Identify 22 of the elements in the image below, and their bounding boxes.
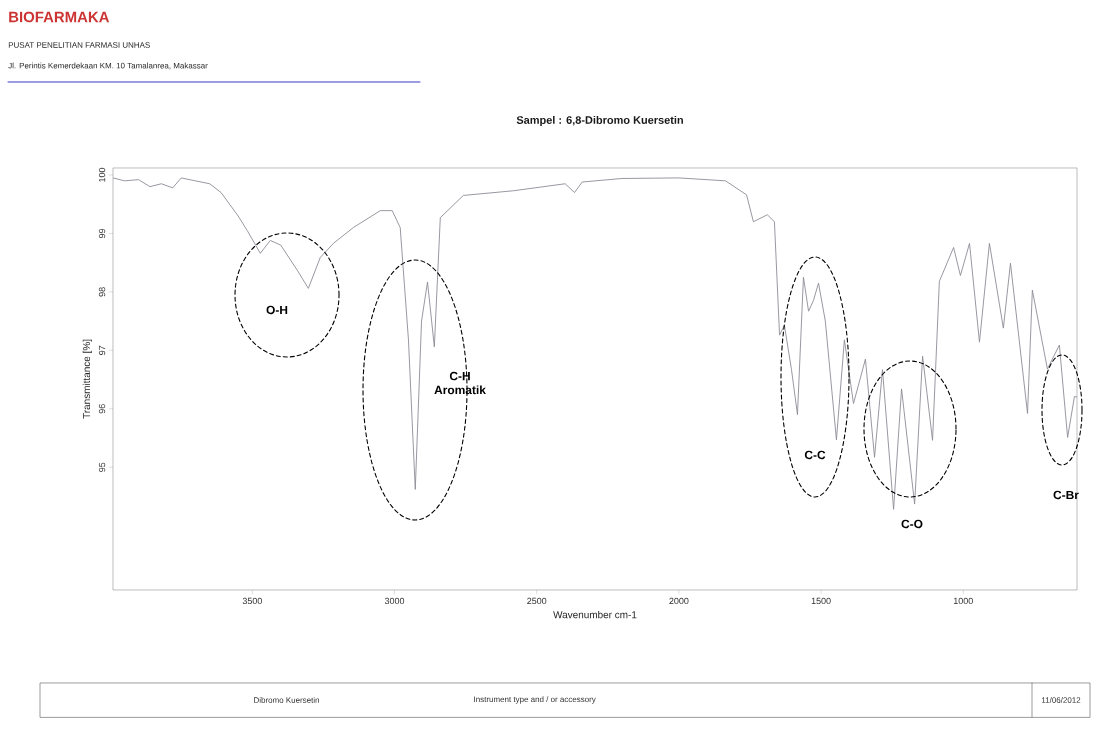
annotation: C-H Aromatik [434, 371, 486, 395]
y-tick-label: 95 [98, 462, 106, 472]
annotation: C-C [804, 450, 826, 460]
y-tick-label: 100 [98, 167, 106, 182]
y-axis-title: Transmittance [%] [82, 339, 93, 419]
line-series [113, 177, 1077, 510]
y-tick-label: 97 [98, 345, 106, 355]
x-tick-label: 2000 [669, 597, 689, 605]
x-tick-label: 1500 [811, 597, 831, 605]
annotation: C-Br [1053, 490, 1079, 500]
text: BIOFARMAKA [9, 11, 110, 23]
x-tick-label: 3500 [242, 597, 262, 605]
x-axis-title: Wavenumber cm-1 [553, 610, 637, 619]
x-tick-label: 3000 [384, 597, 405, 605]
chart-title: Sampel : 6,8-Dibromo Kuersetin [516, 115, 683, 127]
x-tick-label: 1000 [953, 597, 973, 605]
x-tick-label: 2500 [527, 597, 547, 605]
y-tick-label: 98 [98, 287, 106, 297]
y-tick-label: 99 [98, 228, 106, 239]
annotation: C-O [901, 519, 923, 529]
annotation: O-H [266, 305, 288, 315]
y-tick-label: 96 [98, 404, 106, 414]
